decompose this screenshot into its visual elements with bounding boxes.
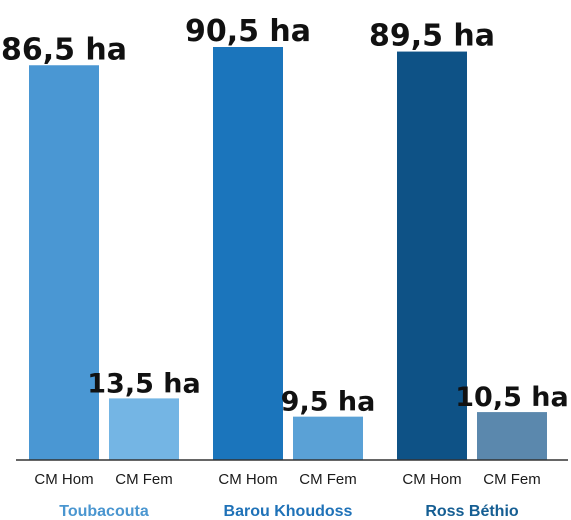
data-label: 9,5 ha xyxy=(281,387,376,418)
group-label: Toubacouta xyxy=(59,503,149,520)
x-tick-label: CM Hom xyxy=(34,471,93,488)
x-tick-label: CM Fem xyxy=(115,471,173,488)
group-label: Barou Khoudoss xyxy=(224,503,353,520)
labels-layer: 86,5 ha CM Hom 13,5 ha CM Fem Toubacouta 90,5… xyxy=(1,14,569,520)
data-label: 10,5 ha xyxy=(455,382,568,413)
group-label: Ross Béthio xyxy=(425,503,519,520)
bar-2-2 xyxy=(293,416,363,460)
bars-layer xyxy=(29,47,547,460)
bar-2-1 xyxy=(213,47,283,460)
data-label: 86,5 ha xyxy=(1,32,127,67)
bar-3-1 xyxy=(397,51,467,460)
x-tick-label: CM Hom xyxy=(402,471,461,488)
x-tick-label: CM Fem xyxy=(299,471,357,488)
bar-1-1 xyxy=(29,65,99,460)
data-label: 90,5 ha xyxy=(185,14,311,49)
data-label: 13,5 ha xyxy=(87,368,200,399)
bar-3-2 xyxy=(477,412,547,460)
bar-1-2 xyxy=(109,398,179,460)
x-tick-label: CM Fem xyxy=(483,471,541,488)
data-label: 89,5 ha xyxy=(369,19,495,54)
x-tick-label: CM Hom xyxy=(218,471,277,488)
